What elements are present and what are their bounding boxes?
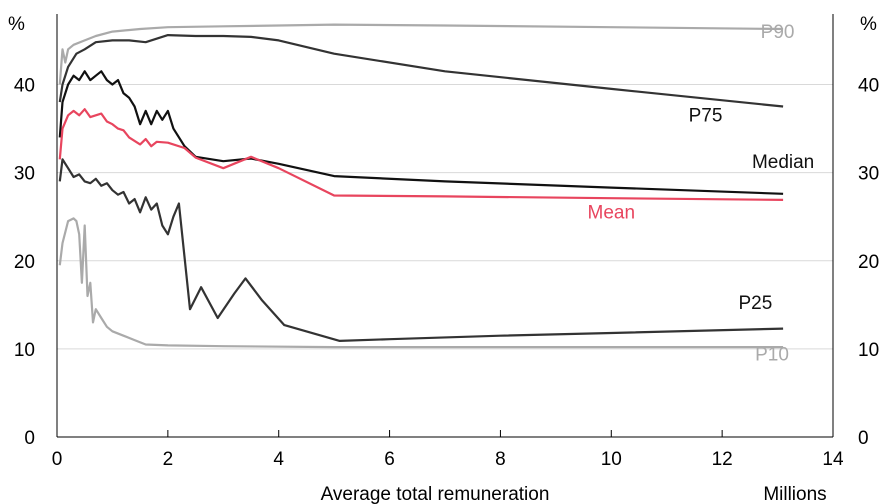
y-tick-label-left: 10 [14, 340, 35, 361]
series-label-p10: P10 [755, 344, 789, 365]
x-tick-label: 2 [163, 449, 174, 470]
y-tick-label-right: 30 [858, 164, 879, 185]
series-line-p25 [58, 158, 784, 342]
series-line-p10 [58, 217, 784, 349]
series-label-p25: P25 [738, 293, 772, 314]
series-line-p75 [58, 34, 784, 108]
x-axis-unit: Millions [763, 484, 826, 504]
y-tick-label-right: 10 [858, 340, 879, 361]
gridlines [57, 84, 833, 350]
series-lines [58, 23, 784, 349]
series-line-p90 [58, 23, 784, 85]
y-axis-unit-right: % [860, 14, 877, 35]
y-tick-label-right: 20 [858, 252, 879, 273]
series-label-median: Median [752, 152, 814, 173]
series-line-mean [58, 108, 784, 201]
series-line-median [58, 70, 784, 195]
x-tick-label: 0 [52, 449, 63, 470]
series-label-mean: Mean [588, 202, 636, 223]
y-tick-label-left: 20 [14, 252, 35, 273]
y-tick-label-left: 40 [14, 76, 35, 97]
x-tick-label: 6 [384, 449, 395, 470]
y-tick-label-left: 30 [14, 164, 35, 185]
x-axis-label: Average total remuneration [321, 484, 550, 504]
y-tick-label-right: 40 [858, 76, 879, 97]
series-labels: P90 P75 Median Mean P25 P10 [588, 22, 815, 366]
x-tick-label: 14 [822, 449, 844, 470]
y-axis-unit-left: % [8, 14, 25, 35]
x-tick-label: 12 [712, 449, 733, 470]
series-label-p90: P90 [761, 22, 795, 43]
x-tick-label: 8 [495, 449, 506, 470]
x-tick-label: 4 [273, 449, 284, 470]
x-tick-label: 10 [601, 449, 622, 470]
series-label-p75: P75 [689, 106, 723, 127]
y-tick-label-right: 0 [858, 428, 869, 449]
y-tick-label-left: 0 [24, 428, 35, 449]
